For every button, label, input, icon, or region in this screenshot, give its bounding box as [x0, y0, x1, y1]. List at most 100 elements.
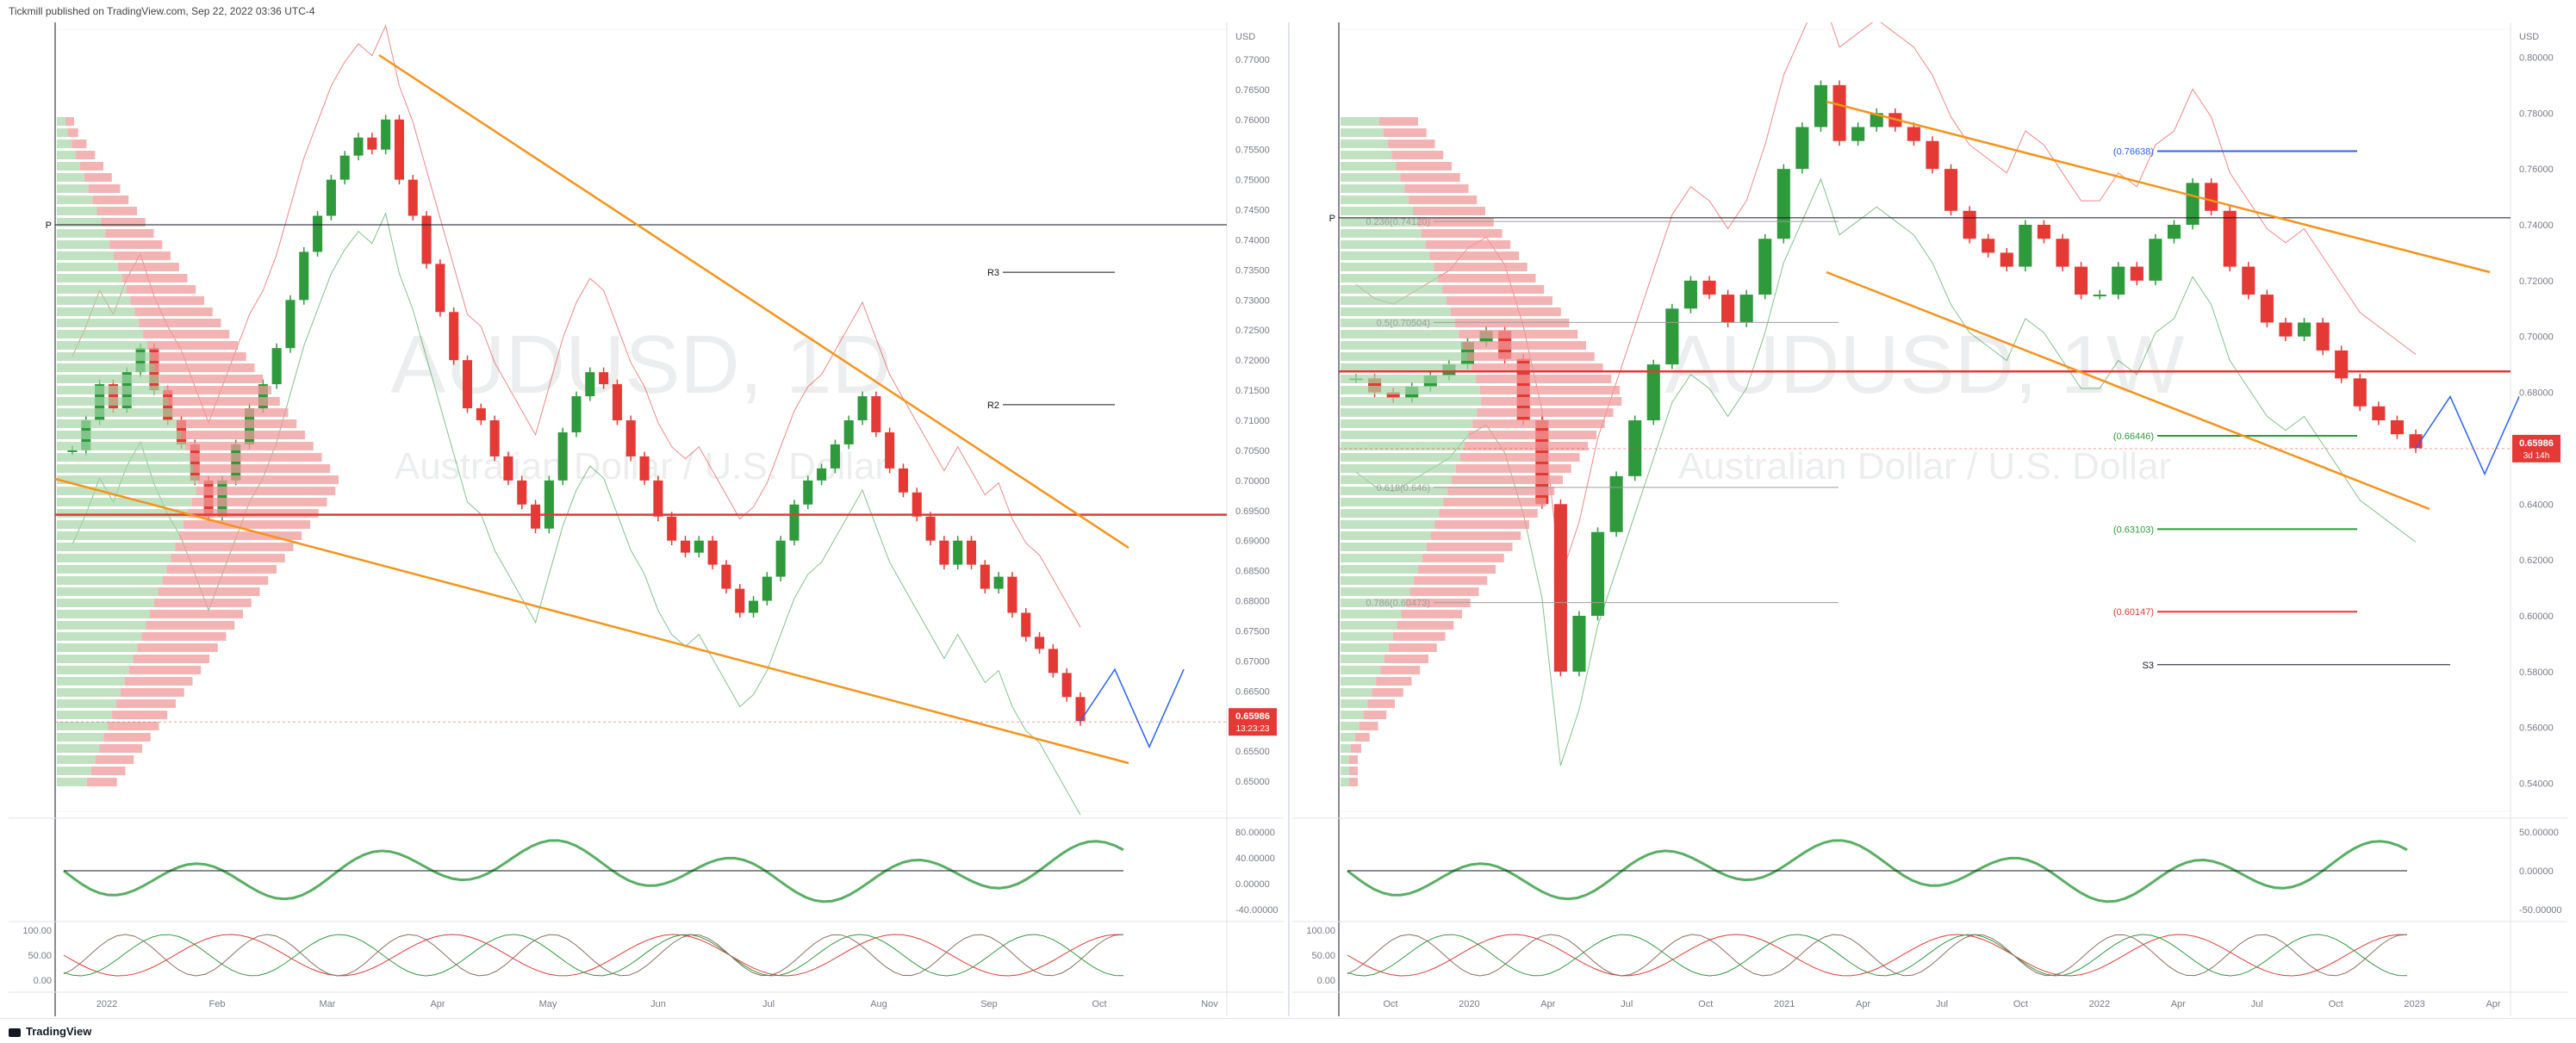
volume-profile-bar — [1400, 173, 1460, 182]
candle-body — [694, 540, 704, 553]
volume-profile-bar — [105, 229, 154, 238]
time-tick-label: Oct — [1383, 999, 1397, 1009]
candle-body — [1035, 636, 1045, 649]
volume-profile-bar — [57, 677, 125, 686]
volume-profile-bar — [1468, 431, 1596, 439]
candle-body — [2372, 406, 2386, 420]
price-level-label: (0.60147) — [2113, 607, 2154, 618]
volume-profile-bar — [172, 408, 289, 417]
price-tick-label: 0.76000 — [2519, 165, 2554, 175]
candle-body — [885, 431, 895, 469]
volume-profile-bar — [1341, 733, 1355, 742]
volume-profile-bar — [84, 173, 112, 182]
volume-profile-bar — [1341, 285, 1443, 294]
candle-body — [271, 348, 282, 385]
candle-body — [966, 540, 977, 565]
volume-profile-bar — [1341, 229, 1422, 238]
volume-profile-bar — [95, 755, 134, 764]
volume-profile-bar — [1341, 128, 1384, 137]
volume-profile-bar — [57, 408, 173, 417]
volume-profile-bar — [1422, 554, 1504, 562]
volume-profile-bar — [1383, 128, 1427, 137]
time-tick-label: Oct — [1092, 999, 1106, 1009]
candle-body — [857, 396, 868, 420]
tradingview-logo-icon — [9, 1027, 21, 1037]
price-tick-label: 0.60000 — [2519, 612, 2554, 622]
volume-profile-bar — [1341, 151, 1392, 159]
tradingview-logo[interactable]: TradingView — [9, 1025, 91, 1038]
price-tick-label: 0.67500 — [1235, 626, 1270, 636]
price-level-label: (0.76638) — [2113, 146, 2154, 157]
volume-profile-bar — [1359, 722, 1378, 730]
osc-tick-label: 50.00 — [28, 951, 52, 961]
volume-profile-bar — [1341, 599, 1406, 607]
volume-profile-bar — [175, 543, 294, 551]
candle-body — [667, 516, 677, 541]
volume-profile-bar — [57, 285, 127, 294]
candle-body — [2279, 322, 2293, 337]
price-level-label: P — [1329, 214, 1335, 224]
volume-profile-bar — [1401, 610, 1462, 618]
volume-profile-bar — [80, 162, 103, 171]
price-level-label: P — [46, 220, 52, 231]
volume-profile-bar — [1341, 610, 1402, 618]
volume-profile-bar — [159, 375, 264, 383]
candle-body — [803, 480, 813, 505]
candle-body — [2037, 225, 2050, 239]
volume-profile-bar — [166, 565, 277, 574]
candle-body — [1553, 504, 1567, 672]
price-tick-label: 0.72000 — [2519, 276, 2554, 287]
price-tick-label: 0.77000 — [1235, 55, 1270, 65]
candle-body — [898, 468, 908, 493]
price-tick-label: 0.70000 — [2519, 332, 2554, 343]
time-tick-label: Jun — [650, 999, 666, 1009]
panel-divider[interactable] — [1288, 22, 1290, 1016]
volume-profile-bar — [146, 621, 235, 630]
price-tick-label: 0.72500 — [1235, 326, 1270, 336]
volume-profile-bar — [57, 375, 160, 383]
time-tick-label: May — [539, 999, 557, 1009]
volume-profile-bar — [1341, 140, 1388, 148]
candle-body — [2297, 322, 2312, 337]
candle-body — [1609, 475, 1623, 532]
time-tick-label: Apr — [2486, 999, 2500, 1009]
volume-profile-bar — [1341, 375, 1477, 383]
volume-profile-bar — [179, 531, 302, 540]
volume-profile-bar — [1341, 543, 1427, 551]
volume-profile-bar — [1341, 263, 1434, 271]
candle-body — [394, 119, 404, 180]
candle-body — [108, 384, 118, 409]
volume-profile-bar — [117, 263, 179, 271]
volume-profile-bar — [57, 386, 165, 394]
weekly-chart[interactable]: AUDUSD, 1W Australian Dollar / U.S. Dolla… — [1292, 0, 2567, 1016]
volume-profile-bar — [57, 475, 198, 484]
price-tick-label: 0.74000 — [1235, 235, 1270, 245]
candle-body — [2409, 434, 2423, 449]
weekly-chart-panel[interactable]: AUDUSD, 1W Australian Dollar / U.S. Dolla… — [1292, 0, 2567, 1016]
candle-body — [1061, 673, 1072, 698]
volume-profile-bar — [101, 218, 146, 227]
price-level-label: 0.5(0.70504) — [1377, 318, 1430, 328]
volume-profile-bar — [99, 744, 142, 753]
bar-countdown: 13:23:23 — [1236, 724, 1270, 734]
current-price-tag — [2512, 434, 2560, 463]
candle-body — [2186, 183, 2200, 225]
volume-profile-bar — [57, 151, 77, 159]
candle-body — [585, 372, 595, 397]
price-tick-label: 0.76000 — [1235, 115, 1270, 126]
osc-tick-label: 0.00 — [1317, 976, 1335, 986]
volume-profile-bar — [181, 431, 305, 439]
candle-body — [2167, 225, 2181, 239]
time-tick-label: 2021 — [1774, 999, 1795, 1009]
volume-profile-bar — [1376, 677, 1412, 686]
volume-profile-bar — [164, 386, 271, 394]
volume-profile-bar — [57, 699, 116, 708]
candle-body — [1758, 239, 1772, 295]
candle-body — [367, 137, 377, 150]
volume-profile-bar — [112, 711, 168, 719]
price-tick-label: 0.64000 — [2519, 500, 2554, 510]
osc-tick-label: 0.00 — [34, 976, 52, 986]
candle-body — [421, 215, 432, 264]
